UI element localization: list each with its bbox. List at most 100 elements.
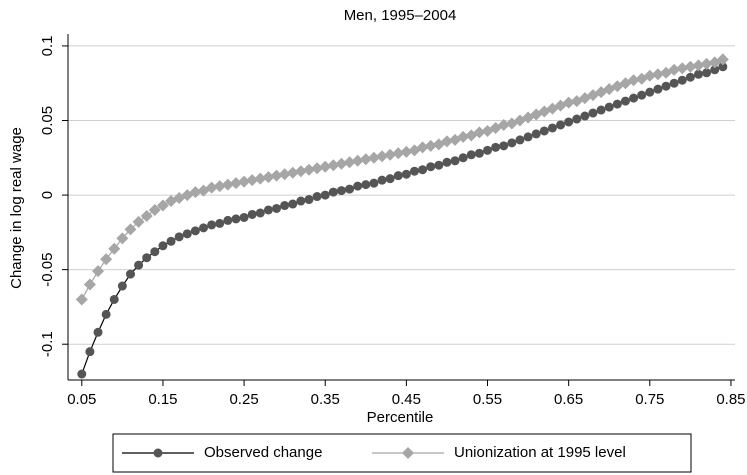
- point: [304, 195, 314, 205]
- point: [311, 162, 324, 175]
- point: [272, 203, 282, 213]
- point: [294, 165, 307, 178]
- point: [93, 327, 103, 337]
- point: [531, 129, 541, 139]
- point: [312, 192, 322, 202]
- point: [286, 166, 299, 179]
- point: [547, 123, 557, 133]
- point: [255, 208, 265, 218]
- point: [418, 165, 428, 175]
- point: [221, 178, 234, 191]
- point: [677, 75, 687, 85]
- point: [246, 174, 259, 187]
- point: [457, 130, 470, 143]
- point: [507, 138, 517, 148]
- point: [199, 223, 209, 233]
- point: [629, 93, 639, 103]
- point: [150, 247, 160, 257]
- point: [328, 187, 338, 197]
- y-tick-label: 0.1: [39, 36, 56, 57]
- point: [231, 214, 241, 224]
- point: [109, 294, 119, 304]
- point: [643, 69, 656, 82]
- point: [367, 151, 380, 164]
- point: [424, 139, 437, 152]
- point: [710, 65, 720, 75]
- point: [270, 169, 283, 182]
- point: [343, 156, 356, 169]
- point: [359, 153, 372, 166]
- point: [466, 150, 476, 160]
- point: [166, 236, 176, 246]
- point: [562, 96, 575, 109]
- point: [491, 142, 501, 152]
- point: [319, 160, 332, 173]
- point: [499, 141, 509, 151]
- point: [440, 135, 453, 148]
- point: [702, 68, 712, 78]
- point: [280, 201, 290, 211]
- legend-label: Unionization at 1995 level: [454, 444, 626, 461]
- x-tick-label: 0.25: [229, 391, 258, 408]
- point: [101, 309, 111, 319]
- point: [302, 163, 315, 176]
- point: [213, 180, 226, 193]
- point: [223, 215, 233, 225]
- point: [401, 169, 411, 179]
- point: [620, 96, 630, 106]
- point: [716, 53, 729, 66]
- point: [278, 168, 291, 181]
- point: [385, 174, 395, 184]
- point: [572, 114, 582, 124]
- point: [189, 186, 202, 199]
- legend-marker: [153, 448, 163, 458]
- point: [345, 184, 355, 194]
- series-line: [81, 66, 724, 375]
- x-tick-label: 0.05: [67, 391, 96, 408]
- point: [190, 226, 200, 236]
- point: [473, 126, 486, 139]
- x-tick-label: 0.75: [635, 391, 664, 408]
- point: [83, 278, 96, 291]
- point: [539, 126, 549, 136]
- y-tick-label: -0.1: [39, 331, 56, 357]
- x-tick-label: 0.55: [473, 391, 502, 408]
- legend-label: Observed change: [204, 444, 322, 461]
- point: [515, 135, 525, 145]
- point: [229, 177, 242, 190]
- point: [661, 81, 671, 91]
- point: [426, 162, 436, 172]
- point: [215, 218, 225, 228]
- point: [693, 69, 703, 79]
- point: [450, 156, 460, 166]
- point: [718, 62, 728, 72]
- point: [239, 212, 249, 222]
- point: [132, 215, 145, 228]
- x-tick-label: 0.35: [311, 391, 340, 408]
- point: [384, 148, 397, 161]
- point: [296, 196, 306, 206]
- point: [77, 369, 87, 379]
- point: [651, 68, 664, 81]
- point: [288, 199, 298, 209]
- point: [458, 153, 468, 163]
- x-axis-label: Percentile: [367, 409, 434, 426]
- point: [142, 253, 152, 263]
- point: [174, 232, 184, 242]
- point: [596, 105, 606, 115]
- point: [627, 74, 640, 87]
- point: [416, 141, 429, 154]
- point: [668, 63, 681, 76]
- point: [327, 159, 340, 172]
- point: [75, 293, 88, 306]
- legend-box: [112, 433, 692, 473]
- y-axis-label: Change in log real wage: [8, 127, 25, 289]
- point: [108, 242, 121, 255]
- point: [377, 175, 387, 185]
- point: [434, 160, 444, 170]
- point: [125, 269, 135, 279]
- point: [158, 241, 168, 251]
- point: [92, 265, 105, 278]
- point: [637, 90, 647, 100]
- point: [254, 172, 267, 185]
